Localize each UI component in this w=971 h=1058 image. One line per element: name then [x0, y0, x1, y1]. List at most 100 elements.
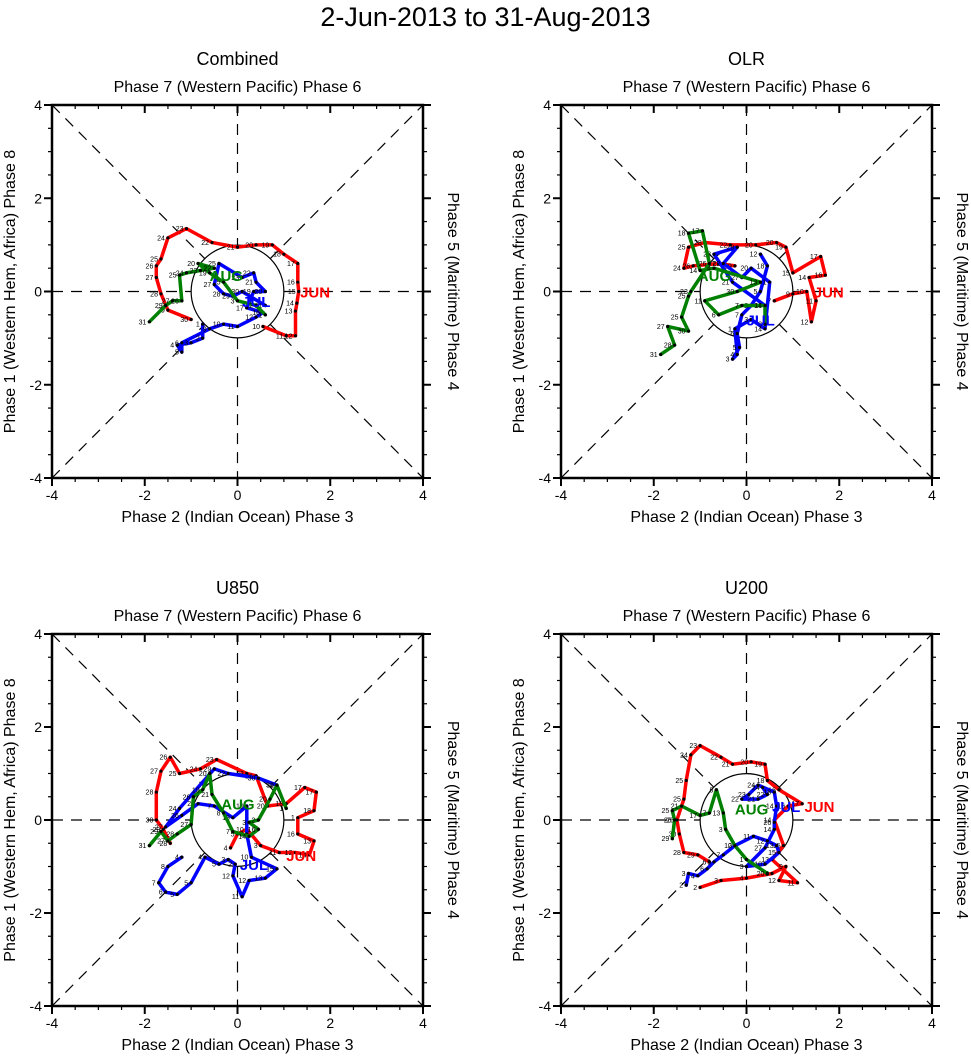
day-label: 19 — [243, 289, 251, 296]
day-label: 12 — [285, 850, 293, 857]
day-marker — [240, 289, 244, 294]
day-label: 28 — [166, 831, 174, 838]
day-label: 27 — [146, 275, 154, 282]
day-label: 17 — [236, 305, 244, 312]
day-label: 24 — [752, 785, 760, 792]
day-marker — [809, 320, 814, 324]
day-marker — [201, 788, 205, 792]
panel-title: U200 — [725, 578, 768, 598]
day-label: 5 — [709, 787, 713, 794]
day-marker — [275, 783, 279, 787]
y-tick-label: 0 — [34, 284, 42, 300]
right-axis-label: Phase 5 (Maritime) Phase 4 — [953, 192, 970, 390]
day-marker — [712, 252, 716, 256]
day-marker — [231, 816, 235, 820]
day-marker — [775, 843, 779, 848]
day-marker — [791, 292, 795, 296]
day-label: 11 — [806, 298, 813, 305]
day-label: 26 — [682, 263, 690, 270]
day-label: 16 — [815, 273, 823, 280]
day-label: 19 — [261, 242, 269, 249]
day-label: 17 — [287, 261, 295, 268]
day-marker — [303, 785, 307, 790]
day-marker — [293, 850, 298, 855]
day-label: 14 — [754, 326, 762, 333]
day-marker — [221, 292, 226, 296]
day-marker — [705, 867, 709, 871]
day-marker — [312, 809, 316, 813]
day-label: 22 — [731, 797, 739, 804]
day-label: 10 — [236, 827, 244, 834]
day-label: 14 — [754, 303, 762, 310]
day-label: 3 — [254, 843, 258, 850]
day-label: 19 — [192, 787, 200, 794]
x-axis-label: Phase 2 (Indian Ocean) Phase 3 — [630, 509, 862, 526]
day-marker — [252, 289, 256, 294]
day-marker — [765, 871, 769, 876]
day-label: 23 — [206, 757, 214, 764]
x-tick-label: 2 — [326, 487, 334, 503]
day-marker — [721, 811, 725, 815]
day-label: 20 — [740, 266, 748, 273]
day-marker — [175, 343, 179, 347]
day-label: 15 — [288, 289, 296, 296]
day-marker — [226, 857, 230, 862]
day-label: 22 — [710, 755, 718, 762]
month-label-jun: JUN — [804, 799, 834, 816]
y-tick-label: -4 — [539, 470, 552, 486]
day-marker — [777, 850, 781, 855]
day-marker — [703, 299, 707, 303]
diagonal-guide-line — [269, 633, 424, 788]
day-label: 20 — [257, 804, 265, 811]
day-marker — [777, 878, 781, 883]
day-label: 30 — [146, 818, 154, 825]
day-marker — [154, 275, 158, 280]
day-label: 20 — [255, 289, 263, 296]
day-marker — [296, 261, 300, 266]
day-marker — [235, 299, 240, 303]
day-marker — [154, 264, 158, 268]
day-marker — [215, 757, 219, 762]
month-label-jul: JUL — [772, 799, 800, 816]
y-axis-label: Phase 1 (Western Hem, Africa) Phase 8 — [511, 150, 528, 433]
day-label: 23 — [231, 275, 239, 282]
day-marker — [175, 892, 179, 897]
month-label-jun: JUN — [300, 285, 330, 302]
y-tick-label: 4 — [34, 626, 42, 642]
day-label: 20 — [245, 242, 253, 249]
day-marker — [293, 334, 298, 338]
day-marker — [217, 261, 221, 266]
day-label: 12 — [238, 878, 246, 885]
x-tick-label: -2 — [648, 1015, 661, 1031]
day-marker — [154, 790, 158, 794]
day-marker — [164, 890, 168, 894]
day-marker — [758, 280, 763, 284]
day-label: 14 — [286, 301, 294, 308]
x-tick-label: -4 — [46, 487, 59, 503]
day-label: 27 — [180, 822, 188, 829]
diagonal-guide-line — [51, 852, 206, 1007]
day-marker — [758, 252, 763, 256]
day-marker — [698, 813, 702, 817]
day-label: 23 — [680, 289, 688, 296]
y-tick-label: -2 — [539, 905, 552, 921]
top-axis-label: Phase 7 (Western Pacific) Phase 6 — [623, 608, 871, 625]
day-marker — [719, 878, 723, 883]
y-tick-label: 4 — [34, 97, 42, 113]
day-label: 24 — [169, 806, 177, 813]
day-label: 22 — [719, 242, 727, 249]
day-label: 18 — [757, 263, 765, 270]
day-marker — [166, 308, 170, 312]
top-axis-label: Phase 7 (Western Pacific) Phase 6 — [114, 608, 362, 625]
day-marker — [763, 762, 767, 766]
day-label: 27 — [204, 282, 212, 289]
day-label: 3 — [744, 317, 748, 324]
day-label: 24 — [673, 266, 681, 273]
day-marker — [682, 797, 686, 801]
day-marker — [696, 874, 700, 878]
day-marker — [677, 832, 681, 836]
day-label: 2 — [249, 303, 253, 310]
day-label: 12 — [757, 838, 765, 845]
day-marker — [686, 245, 691, 249]
x-tick-label: -2 — [648, 487, 661, 503]
